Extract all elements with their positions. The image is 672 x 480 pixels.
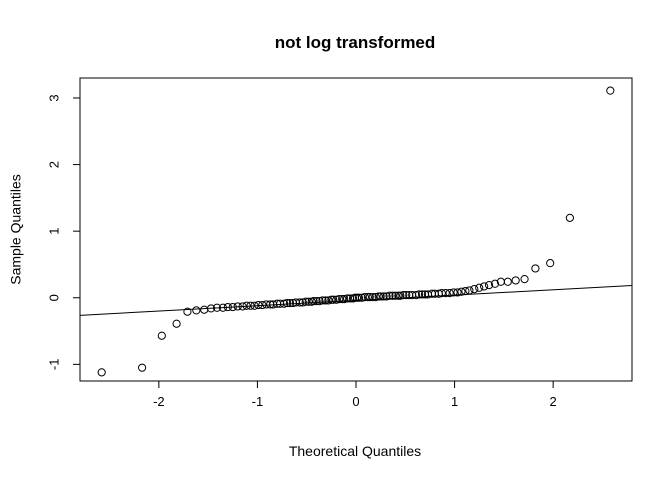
data-point <box>352 293 362 302</box>
data-point <box>223 302 232 312</box>
data-point <box>368 292 377 302</box>
data-point <box>371 292 380 302</box>
data-point <box>565 213 575 222</box>
chart-title: not log transformed <box>275 33 436 52</box>
data-point <box>402 290 411 300</box>
data-point <box>233 302 242 311</box>
data-point <box>376 292 385 301</box>
data-point <box>295 298 304 307</box>
data-point <box>606 86 615 95</box>
data-points <box>97 86 615 377</box>
data-point <box>312 296 321 306</box>
data-point <box>457 287 466 296</box>
data-point <box>531 264 540 273</box>
data-point <box>315 296 324 306</box>
data-point <box>360 292 369 302</box>
data-point <box>490 279 500 288</box>
x-tick-label: 1 <box>451 394 458 409</box>
data-point <box>449 288 458 297</box>
data-point <box>335 294 344 304</box>
data-point <box>200 305 209 314</box>
data-point <box>511 276 520 285</box>
data-point <box>138 363 147 372</box>
data-point <box>414 290 424 299</box>
y-tick-label: 2 <box>46 161 61 168</box>
data-point <box>365 292 374 302</box>
data-point <box>309 296 318 306</box>
data-point <box>480 282 489 291</box>
data-point <box>238 302 247 311</box>
data-point <box>282 298 292 308</box>
data-point <box>417 290 427 299</box>
x-axis-label: Theoretical Quantiles <box>289 443 421 459</box>
data-point <box>484 281 494 290</box>
data-point <box>354 293 364 302</box>
data-point <box>412 290 421 300</box>
x-tick-label: -2 <box>153 394 165 409</box>
y-tick-label: -1 <box>46 359 61 371</box>
data-point <box>332 295 341 304</box>
data-point <box>399 290 408 300</box>
data-point <box>172 319 181 328</box>
data-point <box>228 302 237 312</box>
data-point <box>445 288 454 298</box>
plot-frame <box>79 77 633 382</box>
data-point <box>304 297 313 306</box>
x-axis: -2 -1 0 1 2 <box>153 380 557 409</box>
data-point <box>385 291 394 300</box>
data-point <box>318 296 327 305</box>
data-point <box>246 301 255 310</box>
data-point <box>242 301 251 310</box>
data-point <box>394 291 403 300</box>
data-point <box>218 303 228 312</box>
y-tick-label: 1 <box>46 228 61 235</box>
data-point <box>382 292 391 301</box>
x-tick-label: 0 <box>352 394 359 409</box>
data-point <box>97 368 106 377</box>
data-point <box>441 288 450 298</box>
data-point <box>437 288 446 298</box>
data-point <box>546 259 555 268</box>
data-point <box>183 307 192 316</box>
data-point <box>396 291 405 300</box>
data-point <box>503 277 512 286</box>
data-point <box>520 275 529 284</box>
data-point <box>461 286 470 296</box>
data-point <box>343 294 352 303</box>
data-point <box>207 304 216 313</box>
y-tick-label: 3 <box>46 94 61 101</box>
data-point <box>453 288 462 297</box>
y-tick-label: 0 <box>46 294 61 301</box>
data-point <box>470 285 479 294</box>
data-point <box>279 299 289 308</box>
data-point <box>379 292 388 301</box>
data-point <box>374 292 383 301</box>
y-axis: -1 0 1 2 3 <box>46 94 81 371</box>
data-point <box>321 296 330 305</box>
data-point <box>258 300 267 310</box>
x-tick-label: -1 <box>252 394 264 409</box>
data-point <box>465 286 474 295</box>
data-point <box>212 303 222 312</box>
y-axis-label: Sample Quantiles <box>8 174 24 285</box>
data-point <box>324 296 333 305</box>
data-point <box>475 283 484 292</box>
data-point <box>327 295 336 304</box>
data-point <box>391 291 400 300</box>
data-point <box>340 294 349 304</box>
data-point <box>192 306 201 315</box>
x-tick-label: 2 <box>550 394 557 409</box>
data-point <box>298 298 307 307</box>
data-point <box>285 298 295 308</box>
data-point <box>301 297 310 306</box>
data-point <box>254 300 263 310</box>
data-point <box>388 291 397 300</box>
data-point <box>329 295 338 304</box>
data-point <box>363 292 372 302</box>
data-point <box>357 293 367 302</box>
data-point <box>157 331 166 340</box>
data-point <box>338 294 347 304</box>
data-point <box>250 301 259 310</box>
